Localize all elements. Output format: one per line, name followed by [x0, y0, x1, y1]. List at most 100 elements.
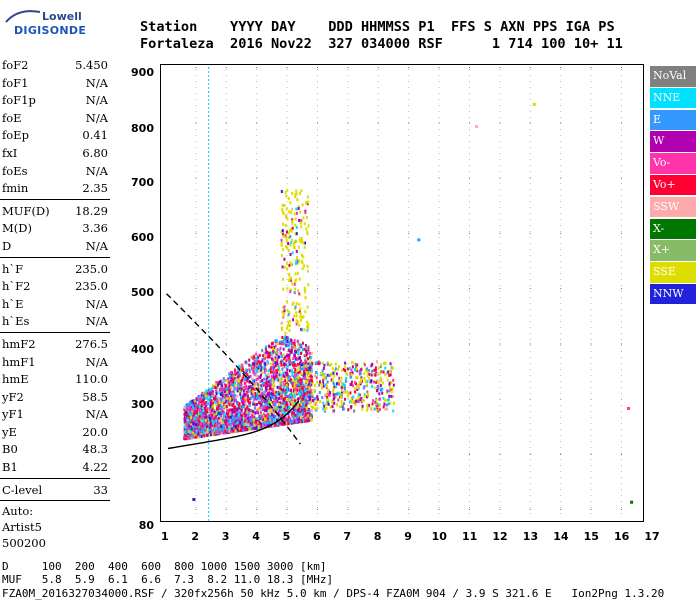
param-key: yF2 — [2, 389, 24, 404]
param-value: 110.0 — [75, 372, 108, 387]
header-values: Fortaleza 2016 Nov22 327 034000 RSF 1 71… — [140, 36, 623, 52]
legend-item: X- — [650, 218, 696, 240]
param-row: h`F2 235.0 — [0, 277, 112, 295]
y-tick-label: 400 — [131, 343, 154, 356]
param-key: D — [2, 238, 12, 253]
param-value: 235.0 — [75, 261, 108, 276]
header-labels: Station YYYY DAY DDD HHMMSS P1 FFS S AXN… — [140, 19, 615, 35]
param-key: B1 — [2, 460, 18, 475]
x-tick-label: 7 — [343, 530, 352, 543]
legend-item: X+ — [650, 240, 696, 261]
param-value: 235.0 — [75, 279, 108, 294]
param-value: N/A — [85, 354, 108, 369]
param-row: B0 48.3 — [0, 440, 112, 458]
param-key: yF1 — [2, 407, 24, 422]
param-value: 33 — [93, 482, 108, 497]
param-value: N/A — [85, 238, 108, 253]
divider — [0, 256, 110, 258]
param-key: h`F — [2, 261, 24, 276]
param-row: foF2 5.450 — [0, 56, 112, 74]
legend-item: NNE — [650, 87, 696, 109]
param-key: foF2 — [2, 58, 29, 72]
x-tick-label: 14 — [553, 530, 569, 543]
param-row: yF1 N/A — [0, 405, 112, 423]
x-tick-label: 13 — [522, 530, 539, 543]
legend-item: Vo- — [650, 153, 696, 174]
x-tick-label: 15 — [583, 530, 599, 543]
param-key: fxI — [2, 145, 18, 160]
param-row: foE N/A — [0, 109, 112, 127]
param-value: 5.450 — [75, 58, 108, 72]
param-row: M(D) 3.36 — [0, 219, 112, 237]
legend-item: NNW — [650, 283, 696, 305]
divider — [0, 477, 110, 479]
param-group-virtual-heights: h`F 235.0 h`F2 235.0 h`E N/A h`Es N/A — [0, 260, 112, 330]
param-key: hmE — [2, 372, 29, 387]
autoscale-software: Artist5 — [2, 520, 42, 535]
autoscale-version: 500200 — [2, 536, 46, 551]
param-value: N/A — [85, 407, 108, 422]
param-key: M(D) — [2, 221, 32, 236]
x-tick-label: 1 — [161, 530, 169, 543]
param-value: 58.5 — [82, 389, 108, 404]
logo-swoosh-icon — [5, 10, 41, 23]
footer-file-info: FZA0M_2016327034000.RSF / 320fx256h 50 k… — [2, 587, 665, 600]
param-key: h`Es — [2, 314, 30, 329]
param-row: D N/A — [0, 237, 112, 255]
divider — [0, 331, 110, 333]
param-row: foF1 N/A — [0, 74, 112, 92]
y-tick-label: 300 — [131, 398, 154, 411]
ionogram-traces — [166, 67, 634, 521]
param-row: foF1p N/A — [0, 91, 112, 109]
legend-item: E — [650, 109, 696, 131]
param-key: foEs — [2, 163, 28, 178]
y-tick-label: 800 — [131, 122, 154, 135]
param-row: hmF1 N/A — [0, 353, 112, 371]
scaled-parameters-panel: foF2 5.450 foF1 N/A foF1p N/A foE N/A foEp 0.41 fx… — [0, 56, 112, 551]
x-tick-label: 2 — [191, 530, 200, 543]
y-tick-label: 900 — [131, 66, 154, 79]
param-row: MUF(D) 18.29 — [0, 202, 112, 220]
x-tick-label: 11 — [462, 530, 478, 543]
divider — [0, 198, 110, 200]
param-row: yF2 58.5 — [0, 388, 112, 406]
digisonde-logo: Lowell DIGISONDE — [4, 6, 94, 40]
param-value: 4.22 — [82, 460, 108, 475]
param-row: B1 4.22 — [0, 458, 112, 476]
x-tick-label: 6 — [313, 530, 321, 543]
param-key: B0 — [2, 442, 18, 457]
param-row-clevel: C-level 33 — [0, 481, 112, 499]
param-key: hmF1 — [2, 354, 36, 369]
param-value: N/A — [85, 75, 108, 90]
x-tick-label: 9 — [404, 530, 412, 543]
param-row: foEp 0.41 — [0, 126, 112, 144]
divider — [0, 500, 110, 502]
param-value: N/A — [85, 296, 108, 311]
param-key: hmF2 — [2, 336, 36, 351]
legend-item: Vo+ — [650, 174, 696, 196]
param-key: foF1 — [2, 75, 29, 90]
param-value: 6.80 — [82, 145, 108, 160]
x-tick-label: 12 — [492, 530, 508, 543]
param-value: 2.35 — [82, 181, 108, 196]
ionogram-plot — [160, 64, 644, 522]
x-tick-label: 10 — [431, 530, 447, 543]
param-row: foEs N/A — [0, 162, 112, 180]
param-row: fxI 6.80 — [0, 144, 112, 162]
y-tick-label: 80 — [138, 519, 154, 532]
y-tick-label: 600 — [131, 231, 154, 244]
y-tick-label: 200 — [131, 453, 154, 466]
x-tick-label: 3 — [221, 530, 230, 543]
logo-digisonde-text: DIGISONDE — [14, 24, 87, 37]
param-group-muf: MUF(D) 18.29 M(D) 3.36 D N/A — [0, 202, 112, 255]
x-tick-label: 5 — [282, 530, 291, 543]
param-row: fmin 2.35 — [0, 179, 112, 197]
x-tick-label: 4 — [252, 530, 260, 543]
param-row: yE 20.0 — [0, 423, 112, 441]
autoscale-label: Auto: — [2, 504, 34, 519]
footer-muf-row: MUF 5.8 5.9 6.1 6.6 7.3 8.2 11.0 18.3 [M… — [2, 573, 334, 586]
param-value: 3.36 — [82, 221, 108, 236]
param-group-critical-frequencies: foF2 5.450 foF1 N/A foF1p N/A foE N/A foEp 0.41 fx… — [0, 56, 112, 197]
footer-distance-row: D 100 200 400 600 800 1000 1500 3000 [km… — [2, 560, 327, 573]
param-value: 48.3 — [82, 442, 108, 457]
